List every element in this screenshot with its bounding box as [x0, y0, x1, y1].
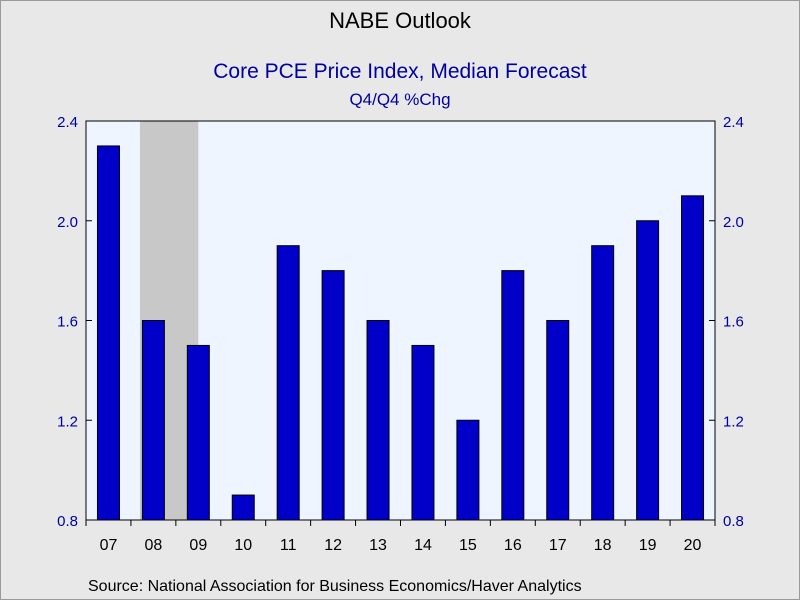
ytick-right-label: 0.8 — [723, 513, 744, 530]
bar-15 — [456, 419, 480, 521]
ytick-right-label: 2.4 — [723, 114, 744, 131]
ytick-right-label: 1.2 — [723, 413, 744, 430]
xtick-label-11: 11 — [280, 537, 297, 554]
xtick-label-08: 08 — [144, 537, 162, 554]
xtick-label-16: 16 — [504, 537, 522, 554]
chart-subtitle: Core PCE Price Index, Median Forecast — [213, 60, 587, 83]
bar-13 — [366, 320, 390, 521]
bar-14 — [411, 344, 435, 521]
xtick-label-13: 13 — [369, 537, 387, 554]
bar-12 — [321, 270, 345, 521]
bar-16 — [501, 270, 525, 521]
xtick-label-17: 17 — [549, 537, 567, 554]
bar-19 — [636, 220, 660, 521]
ytick-left-label: 1.6 — [57, 314, 78, 331]
chart-units: Q4/Q4 %Chg — [349, 90, 451, 109]
bar-20 — [681, 195, 705, 521]
xtick-label-09: 09 — [189, 537, 207, 554]
source-note: Source: National Association for Busines… — [88, 578, 582, 595]
bar-07 — [96, 145, 120, 521]
bar-09 — [186, 344, 210, 521]
xtick-label-14: 14 — [414, 537, 432, 554]
xtick-label-19: 19 — [639, 537, 657, 554]
ytick-left-label: 2.0 — [57, 214, 78, 231]
bar-18 — [591, 245, 615, 521]
ytick-left-label: 1.2 — [57, 413, 78, 430]
bar-08 — [141, 320, 165, 521]
chart-title: NABE Outlook — [329, 8, 471, 33]
xtick-label-07: 07 — [100, 537, 118, 554]
ytick-left-label: 2.4 — [57, 114, 78, 131]
xtick-label-12: 12 — [324, 537, 342, 554]
ytick-left-label: 0.8 — [57, 513, 78, 530]
bar-10 — [231, 494, 255, 521]
bar-11 — [276, 245, 300, 521]
xtick-label-20: 20 — [684, 537, 702, 554]
xtick-label-18: 18 — [594, 537, 612, 554]
xtick-label-15: 15 — [459, 537, 477, 554]
xtick-label-10: 10 — [234, 537, 252, 554]
bar-17 — [546, 320, 570, 521]
ytick-right-label: 2.0 — [723, 214, 744, 231]
ytick-right-label: 1.6 — [723, 314, 744, 331]
